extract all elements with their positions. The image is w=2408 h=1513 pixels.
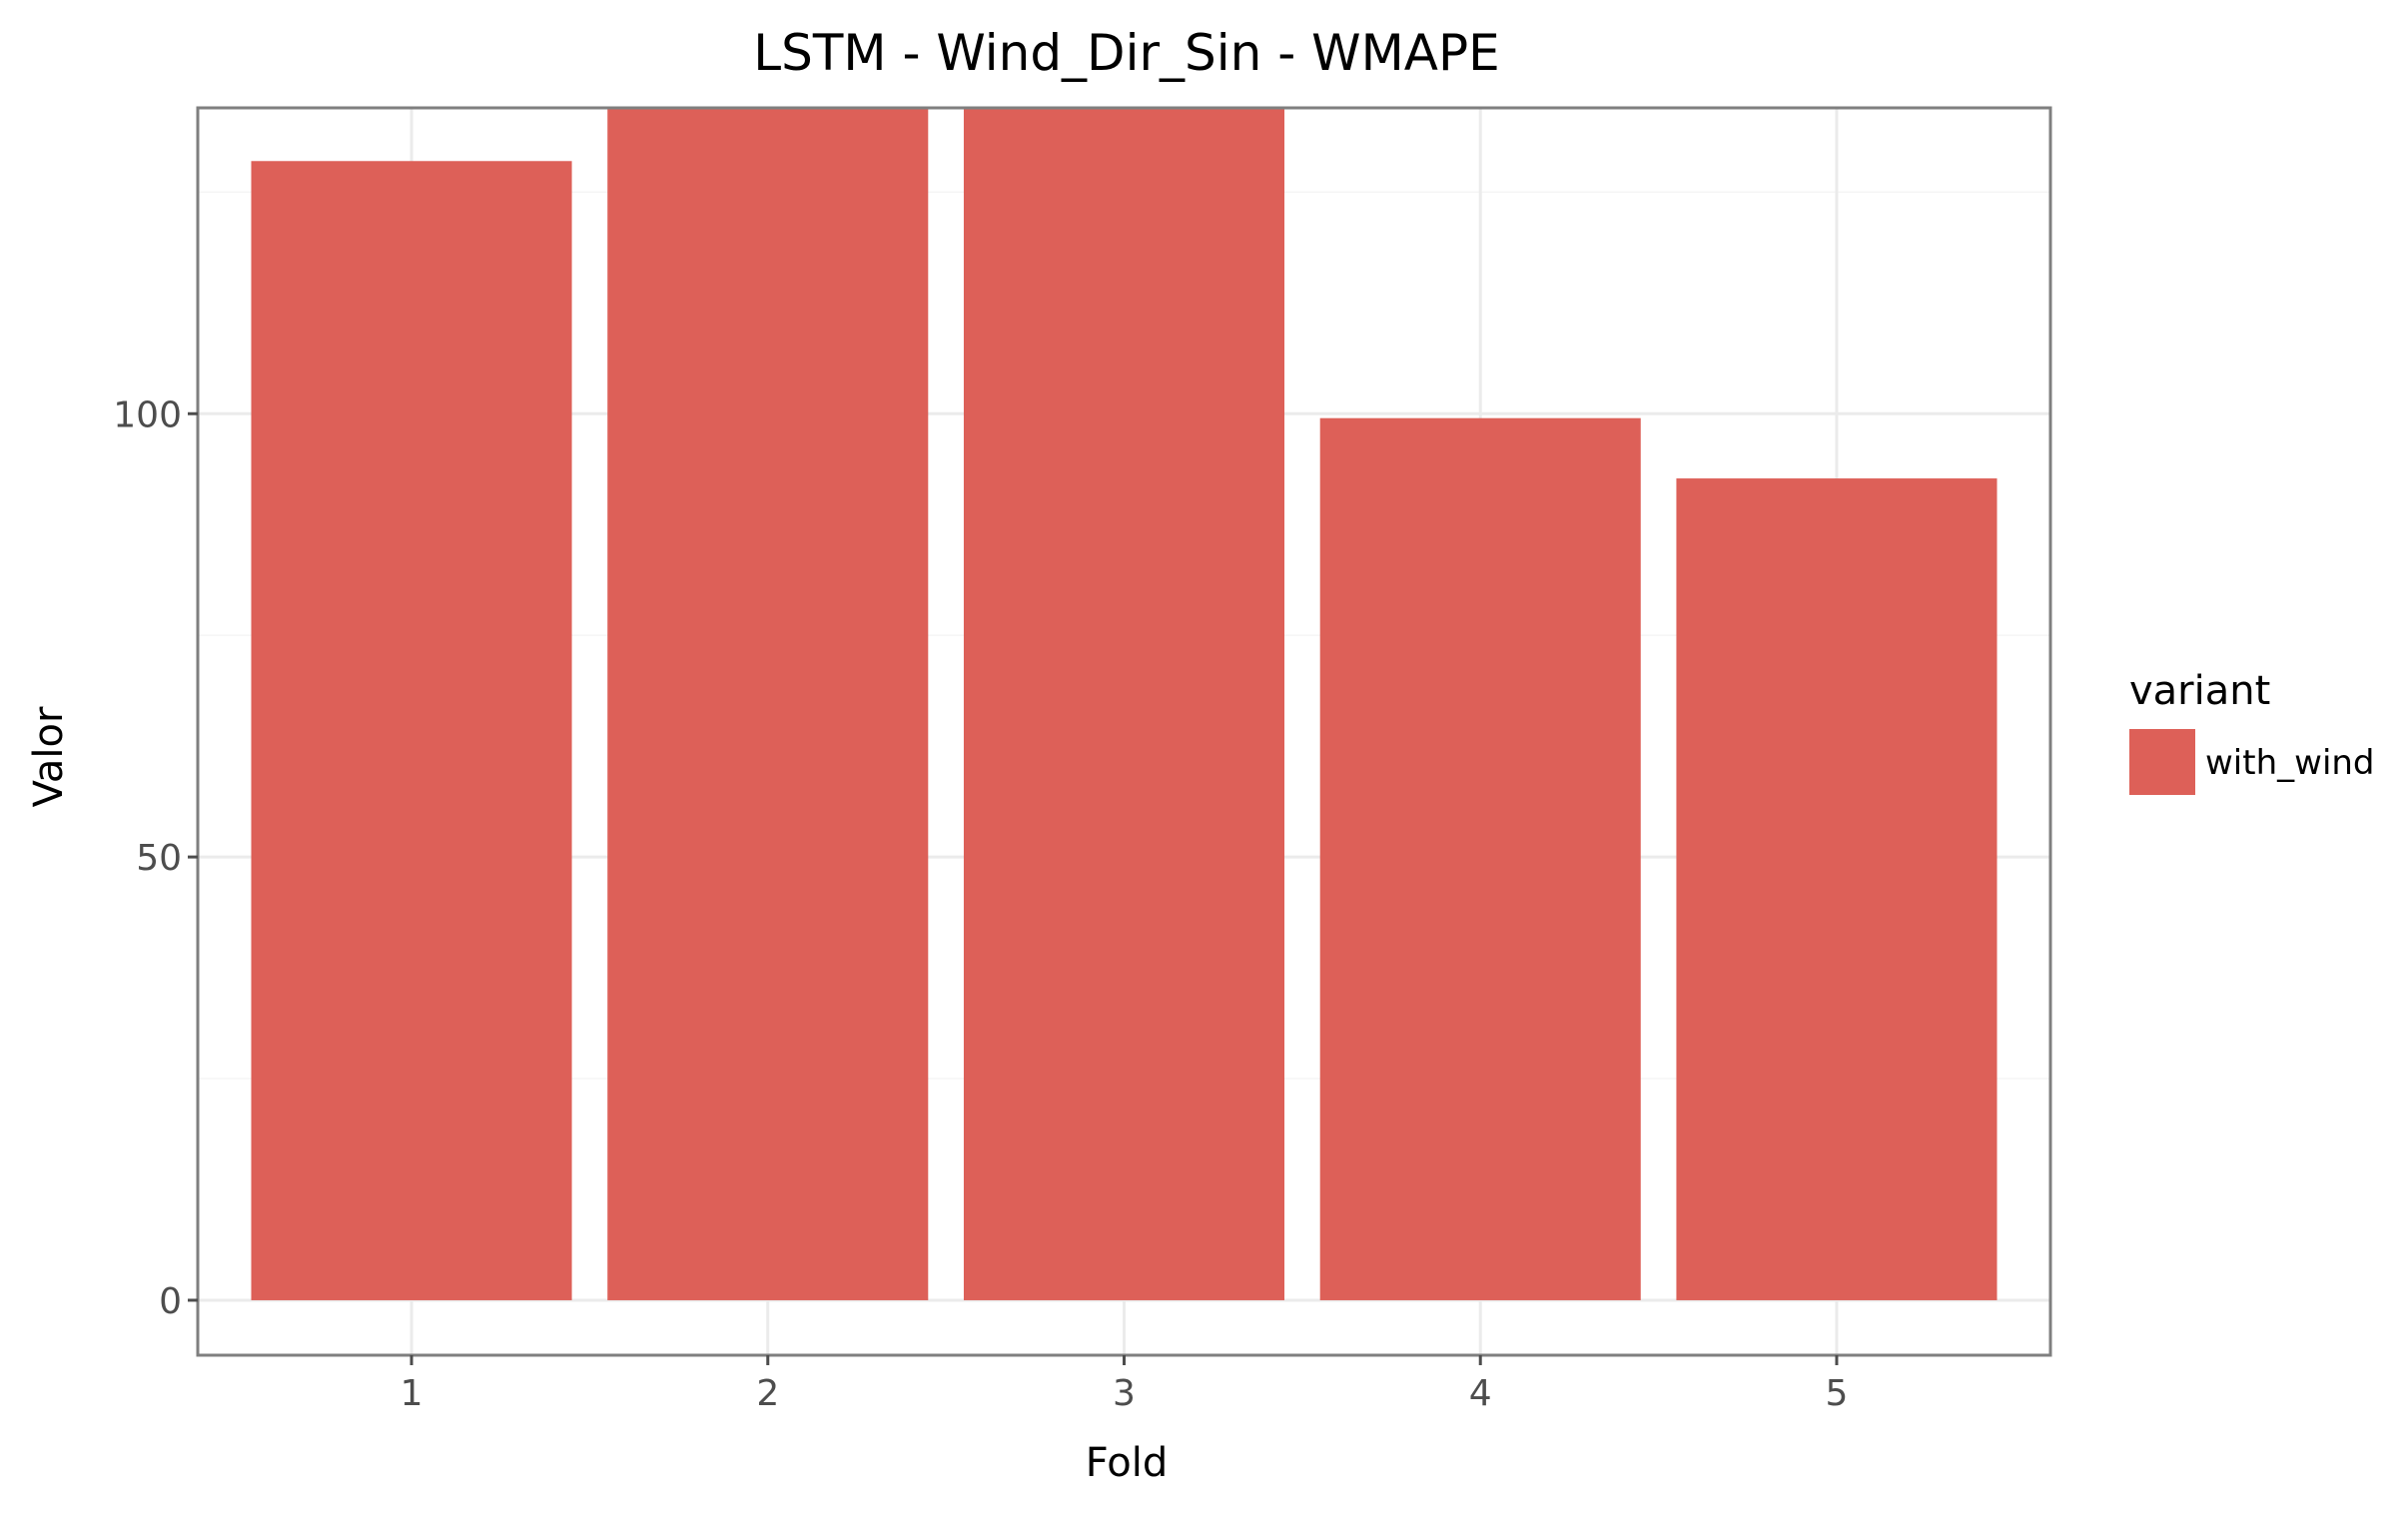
x-tick-label: 2 <box>756 1373 779 1414</box>
axis-layer: 0 50 100 1 2 3 4 5 <box>113 394 1848 1414</box>
y-axis-title: Valor <box>26 706 72 807</box>
x-tick-label: 1 <box>401 1373 423 1414</box>
plot-panel <box>196 106 2052 1357</box>
y-tick-label: 100 <box>113 394 182 435</box>
legend-swatch <box>2129 729 2195 795</box>
legend-title: variant <box>2129 668 2270 714</box>
bar-layer <box>251 108 1998 1300</box>
y-tick-label: 0 <box>159 1281 182 1322</box>
y-tick-label: 50 <box>136 838 182 879</box>
legend-items: with_wind <box>2129 729 2375 795</box>
x-tick-label: 5 <box>1826 1373 1849 1414</box>
x-tick-label: 4 <box>1469 1373 1492 1414</box>
bar-fold-2 <box>607 108 929 1300</box>
legend-label: with_wind <box>2205 743 2375 783</box>
x-axis-title: Fold <box>1086 1440 1169 1486</box>
bar-fold-3 <box>963 108 1285 1300</box>
x-tick-label: 3 <box>1113 1373 1136 1414</box>
bar-fold-5 <box>1676 478 1998 1300</box>
chart-title: LSTM - Wind_Dir_Sin - WMAPE <box>753 24 1499 82</box>
bar-fold-1 <box>251 161 572 1300</box>
bar-fold-4 <box>1319 417 1641 1300</box>
legend: variant with_wind <box>2129 668 2375 795</box>
